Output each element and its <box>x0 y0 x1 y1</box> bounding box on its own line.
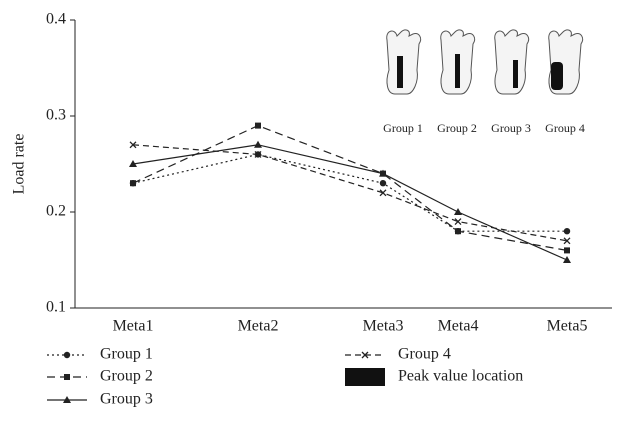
peak-legend-swatch <box>345 368 385 386</box>
marker <box>380 190 386 196</box>
y-tick-label: 0.1 <box>46 299 66 316</box>
foot-inset <box>387 30 583 94</box>
series-line <box>133 145 567 241</box>
legend-label: Group 1 <box>100 346 153 363</box>
y-tick-label: 0.3 <box>46 107 66 124</box>
marker <box>455 228 461 234</box>
inset-label: Group 2 <box>437 121 477 135</box>
marker <box>454 208 462 215</box>
legend-label: Group 3 <box>100 391 153 408</box>
y-axis-label: Load rate <box>11 134 28 195</box>
marker <box>64 352 70 358</box>
y-tick-label: 0.2 <box>46 203 66 220</box>
marker <box>455 219 461 225</box>
legend-label: Group 4 <box>398 346 451 363</box>
marker <box>564 228 570 234</box>
marker <box>564 247 570 253</box>
inset-label: Group 3 <box>491 121 531 135</box>
x-tick-label: Meta2 <box>238 318 279 335</box>
marker <box>255 123 261 129</box>
marker <box>64 374 70 380</box>
legend-label: Peak value location <box>398 368 523 385</box>
inset-label: Group 4 <box>545 121 585 135</box>
x-tick-label: Meta5 <box>547 318 588 335</box>
marker <box>380 180 386 186</box>
marker <box>563 256 571 263</box>
marker <box>254 141 262 148</box>
legend-label: Group 2 <box>100 368 153 385</box>
x-tick-label: Meta4 <box>438 318 479 335</box>
chart: Load rate Peak value location 0.1 0.2 0.3 0… <box>0 0 617 437</box>
x-tick-label: Meta3 <box>363 318 404 335</box>
x-tick-label: Meta1 <box>113 318 154 335</box>
y-tick-label: 0.4 <box>46 11 66 28</box>
inset-label: Group 1 <box>383 121 423 135</box>
marker <box>130 180 136 186</box>
series-line <box>133 145 567 260</box>
